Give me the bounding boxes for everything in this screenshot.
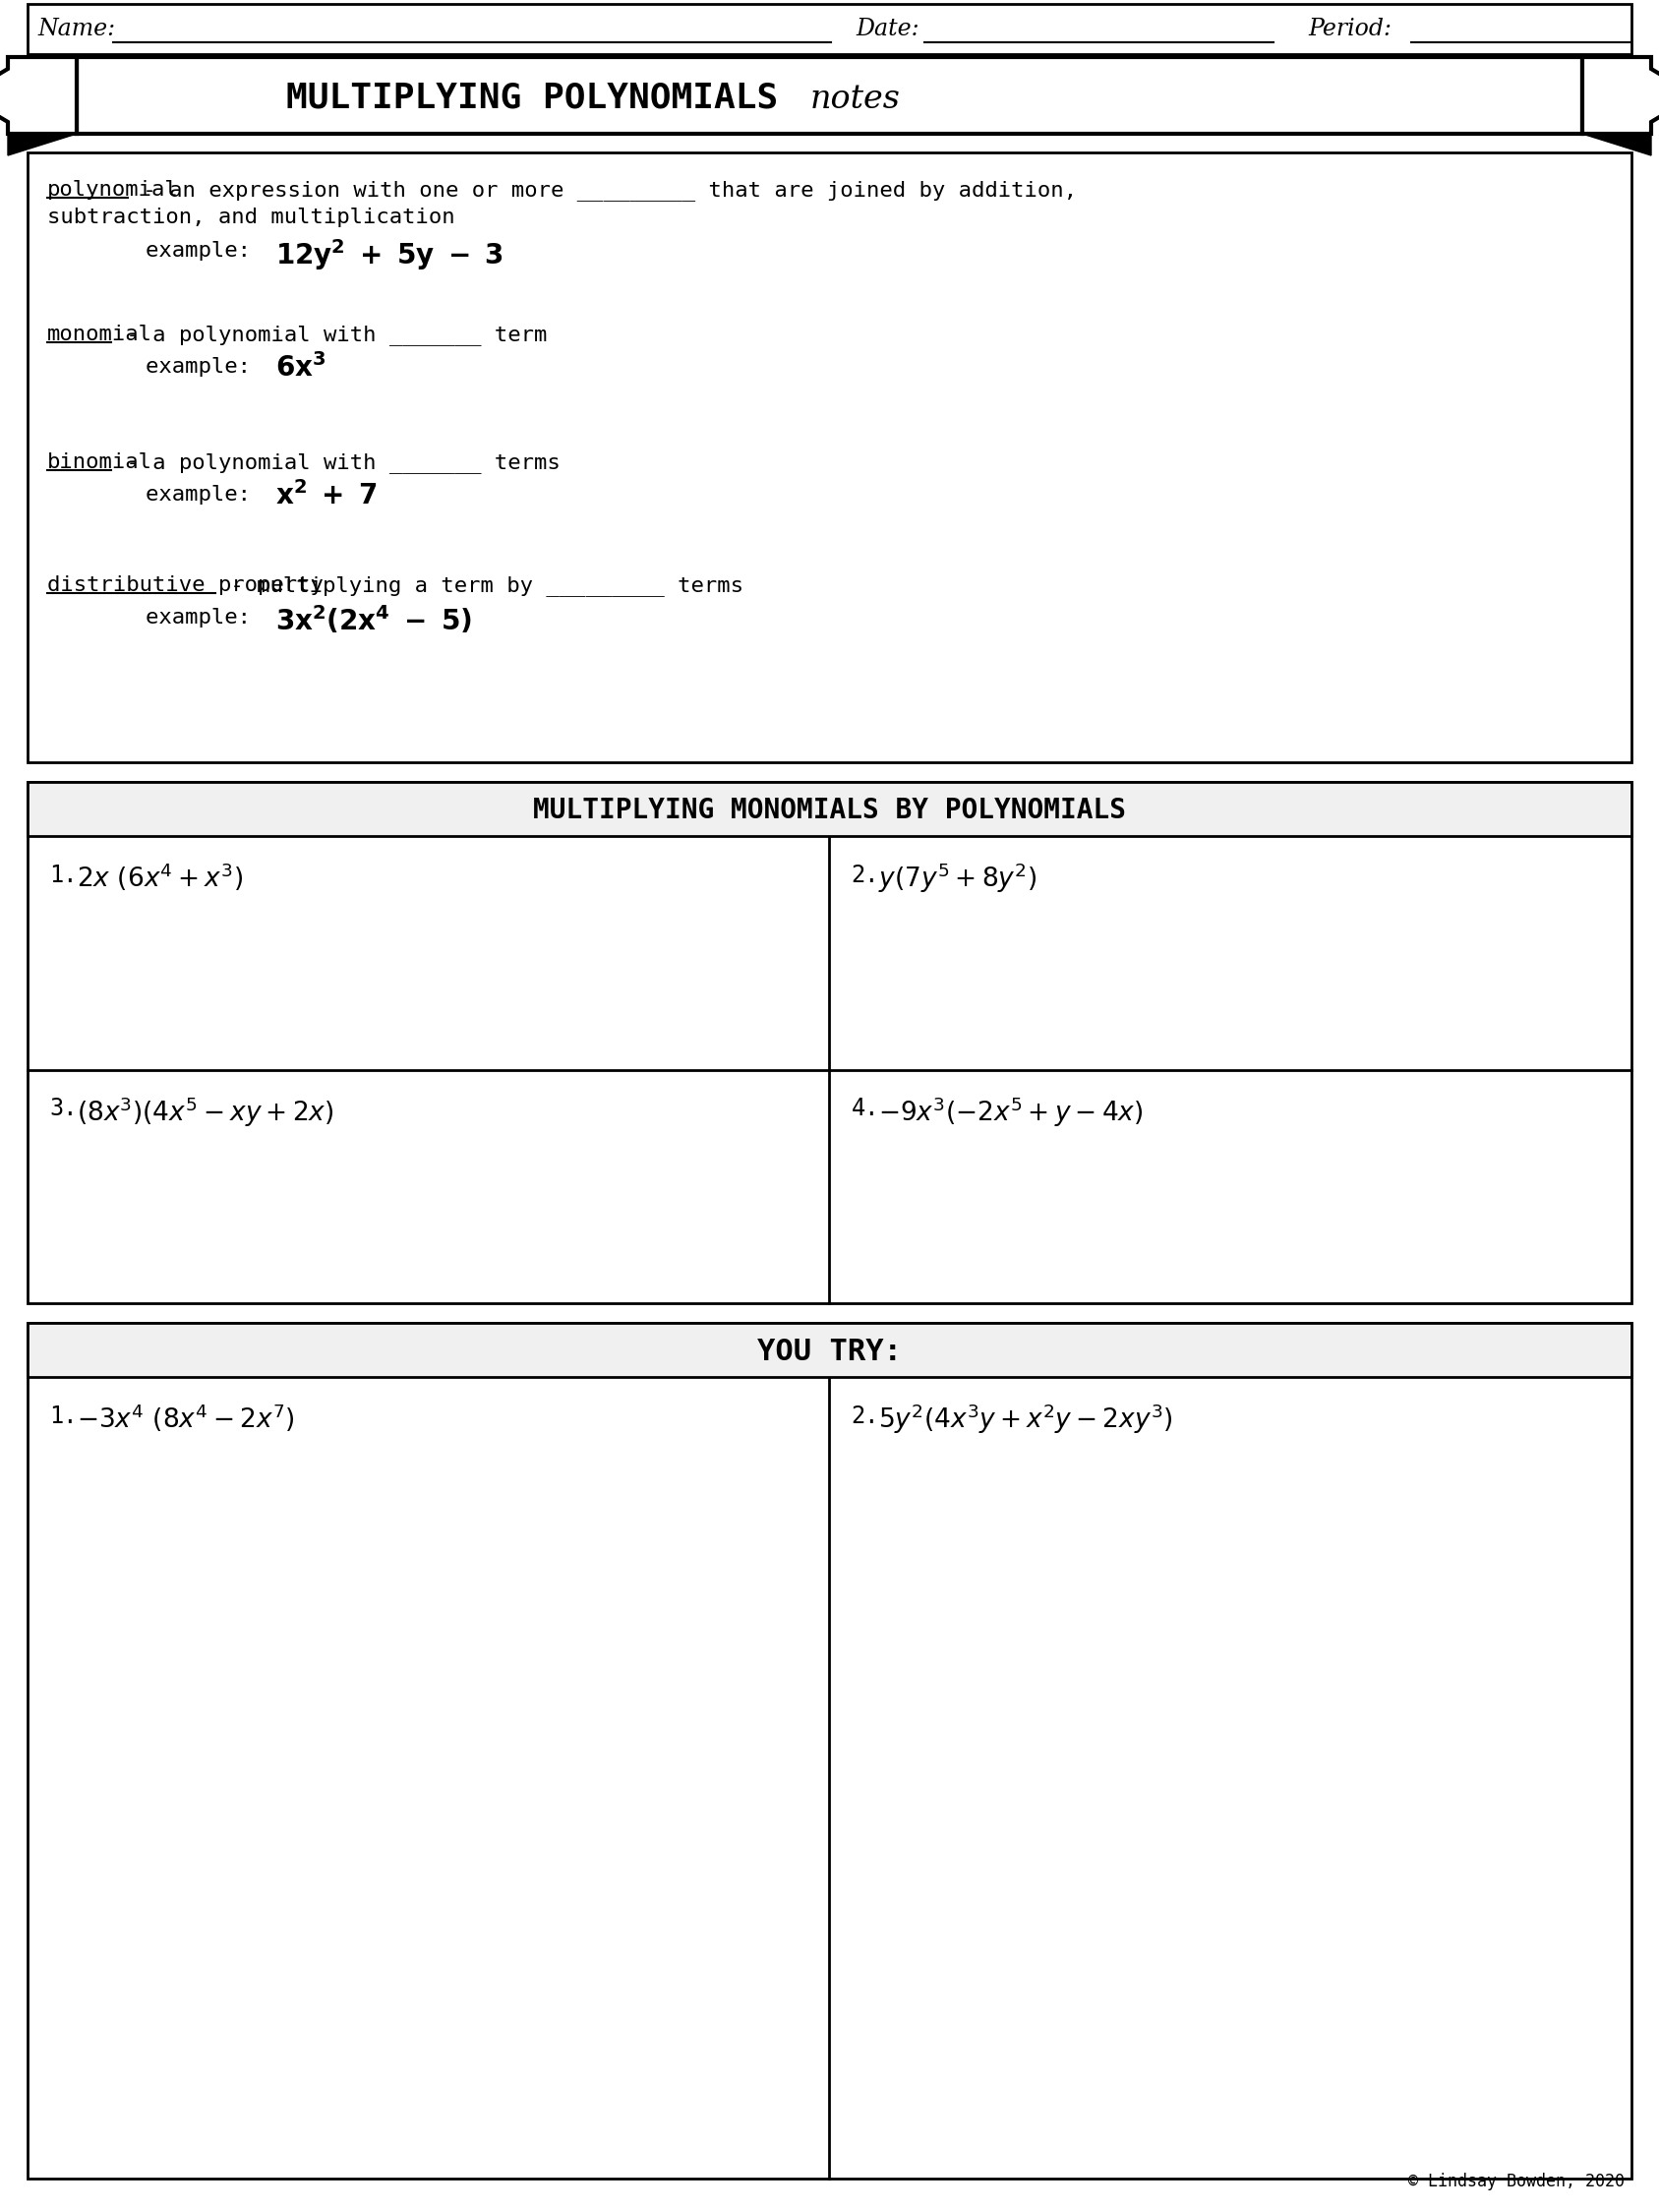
Text: binomial: binomial bbox=[46, 453, 153, 471]
Text: 2.: 2. bbox=[851, 863, 879, 887]
Text: $(8x^3)(4x^5 - xy + 2x)$: $(8x^3)(4x^5 - xy + 2x)$ bbox=[76, 1095, 333, 1128]
Text: example:: example: bbox=[146, 608, 264, 628]
Text: Period:: Period: bbox=[1307, 18, 1392, 40]
Bar bbox=[28, 781, 1631, 836]
Text: Name:: Name: bbox=[38, 18, 114, 40]
Text: example:: example: bbox=[146, 484, 264, 504]
Text: subtraction, and multiplication: subtraction, and multiplication bbox=[46, 208, 455, 228]
Text: 1.: 1. bbox=[50, 1405, 78, 1429]
Text: 2.: 2. bbox=[851, 1405, 879, 1429]
Text: YOU TRY:: YOU TRY: bbox=[757, 1338, 902, 1367]
Text: $-3x^4\ (8x^4 - 2x^7)$: $-3x^4\ (8x^4 - 2x^7)$ bbox=[76, 1402, 295, 1436]
Bar bbox=[28, 781, 1631, 1303]
Text: Date:: Date: bbox=[856, 18, 919, 40]
Text: example:: example: bbox=[146, 356, 264, 376]
Text: 3.: 3. bbox=[50, 1097, 78, 1121]
Text: monomial: monomial bbox=[46, 325, 153, 345]
Polygon shape bbox=[1583, 133, 1651, 155]
Text: $\mathbf{x^2\ +\ 7}$: $\mathbf{x^2\ +\ 7}$ bbox=[275, 480, 377, 511]
Text: MULTIPLYING POLYNOMIALS: MULTIPLYING POLYNOMIALS bbox=[287, 80, 800, 115]
Polygon shape bbox=[8, 133, 76, 155]
Text: - an expression with one or more _________ that are joined by addition,: - an expression with one or more _______… bbox=[129, 179, 1077, 201]
Text: $\mathbf{6x^3}$: $\mathbf{6x^3}$ bbox=[275, 354, 325, 383]
Text: MULTIPLYING MONOMIALS BY POLYNOMIALS: MULTIPLYING MONOMIALS BY POLYNOMIALS bbox=[533, 796, 1126, 825]
Text: - a polynomial with _______ term: - a polynomial with _______ term bbox=[113, 325, 547, 345]
Bar bbox=[28, 153, 1631, 763]
Bar bbox=[28, 1323, 1631, 2179]
Text: example:: example: bbox=[146, 241, 264, 261]
Text: - a polynomial with _______ terms: - a polynomial with _______ terms bbox=[113, 453, 561, 473]
Text: 1.: 1. bbox=[50, 863, 78, 887]
Bar bbox=[28, 4, 1631, 53]
Text: © Lindsay Bowden, 2020: © Lindsay Bowden, 2020 bbox=[1408, 2172, 1624, 2190]
Text: notes: notes bbox=[810, 84, 901, 115]
Bar bbox=[76, 58, 1583, 133]
Bar bbox=[28, 1323, 1631, 1376]
Text: $-9x^3(-2x^5 + y - 4x)$: $-9x^3(-2x^5 + y - 4x)$ bbox=[879, 1095, 1143, 1128]
Text: $2x\ (6x^4 + x^3)$: $2x\ (6x^4 + x^3)$ bbox=[76, 863, 242, 894]
Text: $y(7y^5 + 8y^2)$: $y(7y^5 + 8y^2)$ bbox=[879, 863, 1037, 896]
Polygon shape bbox=[0, 58, 76, 133]
Text: 4.: 4. bbox=[851, 1097, 879, 1121]
Text: polynomial: polynomial bbox=[46, 179, 179, 199]
Text: distributive property: distributive property bbox=[46, 575, 324, 595]
Polygon shape bbox=[1583, 58, 1659, 133]
Text: $5y^2(4x^3y + x^2y - 2xy^3)$: $5y^2(4x^3y + x^2y - 2xy^3)$ bbox=[879, 1402, 1173, 1436]
Text: $\mathbf{12y^2\ +\ 5y\ -\ 3}$: $\mathbf{12y^2\ +\ 5y\ -\ 3}$ bbox=[275, 237, 503, 272]
Text: - multiplying a term by _________ terms: - multiplying a term by _________ terms bbox=[217, 575, 743, 595]
Text: $\mathbf{3x^2(2x^4\ -\ 5)}$: $\mathbf{3x^2(2x^4\ -\ 5)}$ bbox=[275, 604, 473, 637]
